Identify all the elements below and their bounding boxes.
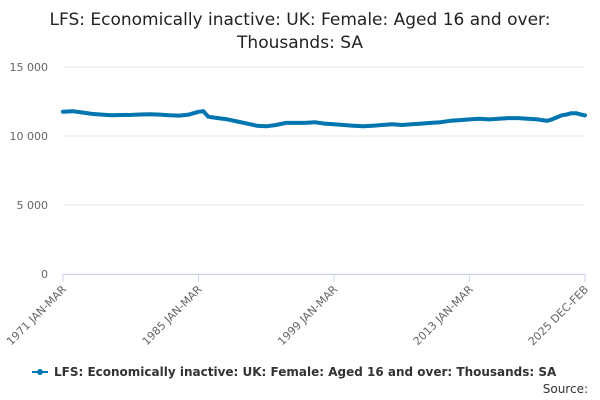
- data-point[interactable]: [390, 122, 394, 127]
- data-point[interactable]: [283, 121, 288, 125]
- data-point[interactable]: [535, 117, 540, 122]
- data-point[interactable]: [419, 121, 424, 126]
- y-tick-label: 15 000: [10, 61, 49, 74]
- source-label: Source:: [543, 382, 588, 396]
- data-point[interactable]: [196, 110, 201, 114]
- data-point[interactable]: [177, 113, 181, 118]
- data-point[interactable]: [516, 116, 520, 120]
- data-point[interactable]: [201, 109, 206, 113]
- data-point[interactable]: [70, 109, 75, 113]
- y-tick-label: 10 000: [10, 130, 49, 143]
- data-point[interactable]: [583, 113, 587, 118]
- x-tick-label: 1999 JAN-MAR: [275, 283, 340, 348]
- data-point[interactable]: [351, 123, 356, 128]
- data-point[interactable]: [400, 123, 404, 127]
- data-point[interactable]: [80, 110, 85, 115]
- data-point[interactable]: [225, 117, 230, 122]
- data-point[interactable]: [545, 119, 549, 123]
- y-tick-label: 0: [41, 268, 48, 281]
- data-point[interactable]: [99, 112, 104, 117]
- data-point[interactable]: [303, 121, 307, 125]
- x-tick-label: 1985 JAN-MAR: [140, 283, 205, 348]
- data-point[interactable]: [274, 123, 278, 127]
- data-point[interactable]: [487, 117, 491, 122]
- data-point[interactable]: [187, 112, 191, 117]
- grid: [63, 66, 585, 275]
- data-point[interactable]: [438, 120, 443, 124]
- data-point[interactable]: [128, 113, 133, 117]
- data-point[interactable]: [569, 111, 574, 116]
- data-point[interactable]: [206, 114, 211, 119]
- x-tick-label: 2025 DEC-FEB: [526, 283, 591, 348]
- data-point[interactable]: [574, 111, 578, 116]
- data-point[interactable]: [525, 116, 530, 121]
- data-point[interactable]: [554, 115, 559, 120]
- chart-title-line-1: LFS: Economically inactive: UK: Female: …: [50, 10, 551, 30]
- y-tick-label: 5 000: [17, 199, 49, 212]
- data-point[interactable]: [429, 121, 433, 125]
- x-tick-label: 2013 JAN-MAR: [411, 283, 476, 348]
- data-point[interactable]: [254, 123, 259, 128]
- y-axis: 0 5 000 10 000 15 000: [10, 61, 49, 281]
- data-point[interactable]: [61, 110, 65, 114]
- data-point[interactable]: [409, 122, 414, 127]
- data-point[interactable]: [380, 123, 385, 127]
- legend-label: LFS: Economically inactive: UK: Female: …: [54, 365, 557, 379]
- data-point[interactable]: [540, 118, 545, 122]
- data-point[interactable]: [496, 116, 501, 121]
- data-point[interactable]: [90, 112, 94, 116]
- legend-marker-dot: [37, 369, 43, 375]
- series-layer: [61, 109, 587, 129]
- data-point[interactable]: [458, 118, 462, 122]
- data-point[interactable]: [293, 121, 298, 125]
- data-point[interactable]: [559, 113, 564, 118]
- data-point[interactable]: [448, 119, 453, 123]
- data-point[interactable]: [148, 112, 152, 117]
- data-point[interactable]: [506, 116, 511, 120]
- data-point[interactable]: [264, 124, 269, 129]
- data-point[interactable]: [158, 112, 162, 117]
- x-axis: 1971 JAN-MAR 1985 JAN-MAR 1999 JAN-MAR 2013…: [4, 274, 591, 348]
- data-point[interactable]: [371, 123, 375, 128]
- data-point[interactable]: [467, 117, 472, 122]
- data-point[interactable]: [477, 116, 482, 121]
- data-point[interactable]: [361, 124, 365, 129]
- data-point[interactable]: [235, 119, 240, 124]
- data-point[interactable]: [138, 112, 143, 117]
- chart-title-line-2: Thousands: SA: [236, 33, 363, 53]
- data-point[interactable]: [332, 122, 336, 127]
- x-tick-label: 1971 JAN-MAR: [4, 283, 69, 348]
- data-point[interactable]: [109, 113, 114, 118]
- data-point[interactable]: [216, 116, 220, 120]
- data-point[interactable]: [579, 112, 583, 117]
- data-point[interactable]: [564, 112, 569, 117]
- data-point[interactable]: [245, 121, 249, 126]
- data-point[interactable]: [312, 120, 317, 124]
- data-point[interactable]: [119, 113, 123, 117]
- data-point[interactable]: [167, 113, 172, 118]
- data-point[interactable]: [322, 121, 327, 126]
- data-point[interactable]: [341, 123, 346, 127]
- data-point[interactable]: [550, 117, 554, 122]
- legend[interactable]: LFS: Economically inactive: UK: Female: …: [32, 365, 557, 379]
